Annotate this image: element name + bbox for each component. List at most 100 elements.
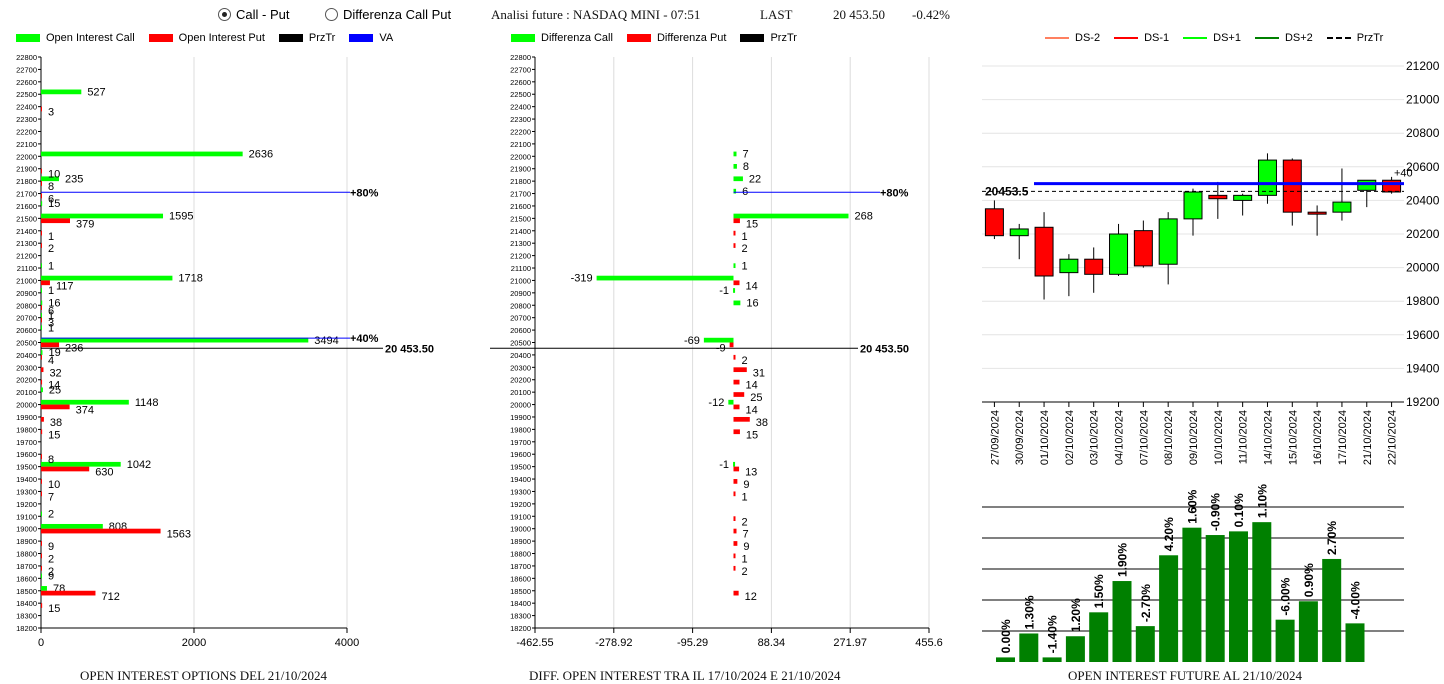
diff-call-bar-label: 7 bbox=[742, 149, 748, 161]
y-tick-label: 19100 bbox=[16, 512, 37, 521]
radio-differenza[interactable]: Differenza Call Put bbox=[325, 7, 451, 22]
put-bar bbox=[41, 466, 90, 472]
candle-body bbox=[1282, 159, 1302, 213]
put-value-label: 14 bbox=[48, 380, 60, 392]
va-label: +40 bbox=[1394, 168, 1413, 180]
y-tick-label: 20300 bbox=[510, 363, 531, 372]
x-tick-label: 15/10/2024 bbox=[1287, 410, 1299, 465]
put-value-label: 4 bbox=[48, 355, 54, 367]
y-tick-label: 18500 bbox=[510, 587, 531, 596]
call-value-label: 25 bbox=[49, 384, 61, 396]
y-tick-label: 19300 bbox=[510, 487, 531, 496]
put-bar bbox=[41, 404, 70, 410]
put-value-label: 2 bbox=[48, 566, 54, 578]
put-value-label: 374 bbox=[76, 405, 94, 417]
call-value-label: 2 bbox=[48, 509, 54, 521]
candle-body bbox=[1158, 218, 1178, 265]
y-tick-label: 22600 bbox=[510, 78, 531, 87]
y-tick-label: 18800 bbox=[16, 550, 37, 559]
y-tick-label: 20000 bbox=[510, 401, 531, 410]
oi-future-bar bbox=[1065, 636, 1085, 662]
y-tick-label: 19400 bbox=[1406, 361, 1440, 375]
diff-put-bar-label: 38 bbox=[756, 417, 768, 429]
oi-future-label: 0.90% bbox=[1302, 563, 1316, 597]
call-bar bbox=[41, 573, 42, 579]
put-value-label: 10 bbox=[48, 169, 60, 181]
diff-put-bar-label: 15 bbox=[746, 429, 758, 441]
y-tick-label: 20300 bbox=[16, 363, 37, 372]
legend-swatch bbox=[278, 34, 303, 42]
diff-put-bar-label: 14 bbox=[745, 380, 757, 392]
put-value-label: 6 bbox=[48, 305, 54, 317]
change-value: -0.42% bbox=[912, 7, 950, 22]
legend-label: VA bbox=[379, 32, 394, 44]
legend-label: Differenza Put bbox=[656, 32, 727, 44]
y-tick-label: 18500 bbox=[16, 587, 37, 596]
put-value-label: 2 bbox=[48, 554, 54, 566]
call-bar bbox=[41, 387, 43, 393]
y-tick-label: 22500 bbox=[16, 90, 37, 99]
y-tick-label: 19600 bbox=[16, 450, 37, 459]
y-tick-label: 21200 bbox=[1406, 59, 1440, 73]
diff-put-bar bbox=[733, 429, 740, 435]
legend-swatch bbox=[148, 34, 173, 42]
candle-body bbox=[984, 208, 1004, 237]
candle-body bbox=[1357, 179, 1377, 191]
radio-call-put[interactable]: Call - Put bbox=[218, 7, 289, 22]
prztr-label: 20 453.50 bbox=[860, 343, 909, 355]
put-bar bbox=[41, 354, 42, 360]
put-bar bbox=[41, 541, 42, 546]
oi-future-label: -2.70% bbox=[1139, 584, 1153, 622]
x-tick-label: 88.34 bbox=[758, 637, 786, 649]
y-tick-label: 20400 bbox=[16, 351, 37, 360]
put-value-label: 15 bbox=[48, 429, 60, 441]
call-value-label: 527 bbox=[87, 87, 105, 99]
diff-call-bar-label: 1 bbox=[741, 260, 747, 272]
put-bar bbox=[41, 230, 42, 236]
call-value-label: 1042 bbox=[127, 459, 151, 471]
y-tick-label: 22800 bbox=[510, 53, 531, 62]
put-value-label: 38 bbox=[50, 417, 62, 429]
candle-body bbox=[1059, 258, 1079, 274]
candle-body bbox=[1133, 230, 1153, 267]
call-value-label: 1 bbox=[48, 260, 54, 272]
diff-put-bar bbox=[733, 466, 740, 472]
legend-swatch bbox=[1114, 37, 1139, 39]
diff-call-bar-label: 16 bbox=[746, 298, 758, 310]
legend-item-ds+1: DS+1 bbox=[1183, 32, 1241, 44]
va-label: +80% bbox=[880, 187, 909, 199]
diff-put-bar bbox=[733, 392, 745, 397]
candle-body bbox=[1084, 258, 1104, 275]
y-tick-label: 22700 bbox=[510, 65, 531, 74]
call-bar bbox=[41, 325, 42, 331]
y-tick-label: 22400 bbox=[510, 103, 531, 112]
diff-put-bar-label: 14 bbox=[745, 280, 757, 292]
radio-selected-icon bbox=[218, 8, 231, 21]
diff-call-bar bbox=[733, 213, 849, 219]
diff-put-bar-label: 1 bbox=[741, 231, 747, 243]
put-bar bbox=[41, 379, 43, 385]
x-tick-label: 02/10/2024 bbox=[1064, 410, 1076, 465]
put-bar bbox=[41, 553, 42, 559]
call-value-label: 1148 bbox=[135, 397, 159, 409]
oi-future-label: 1.50% bbox=[1092, 574, 1106, 608]
diff-call-bar bbox=[728, 399, 734, 405]
legend-swatch bbox=[1326, 37, 1351, 39]
x-tick-label: 10/10/2024 bbox=[1213, 410, 1225, 465]
legend-item-prztr: PrzTr bbox=[740, 32, 797, 44]
diff-put-bar-label: 2 bbox=[741, 566, 747, 578]
y-tick-label: 21000 bbox=[510, 276, 531, 285]
oi-future-bar bbox=[1229, 531, 1248, 662]
y-tick-label: 21600 bbox=[16, 202, 37, 211]
put-bar bbox=[41, 181, 42, 186]
y-tick-label: 21100 bbox=[17, 264, 37, 273]
candle-body bbox=[1183, 191, 1203, 220]
y-tick-label: 21600 bbox=[510, 202, 531, 211]
diff-call-bar-label: -319 bbox=[571, 273, 593, 285]
y-tick-label: 21800 bbox=[510, 177, 531, 186]
y-tick-label: 18200 bbox=[16, 624, 37, 633]
put-bar bbox=[41, 317, 42, 323]
oi-future-label: -1.40% bbox=[1046, 615, 1060, 653]
put-bar bbox=[41, 603, 43, 608]
oi-future-label: 1.30% bbox=[1022, 595, 1036, 629]
